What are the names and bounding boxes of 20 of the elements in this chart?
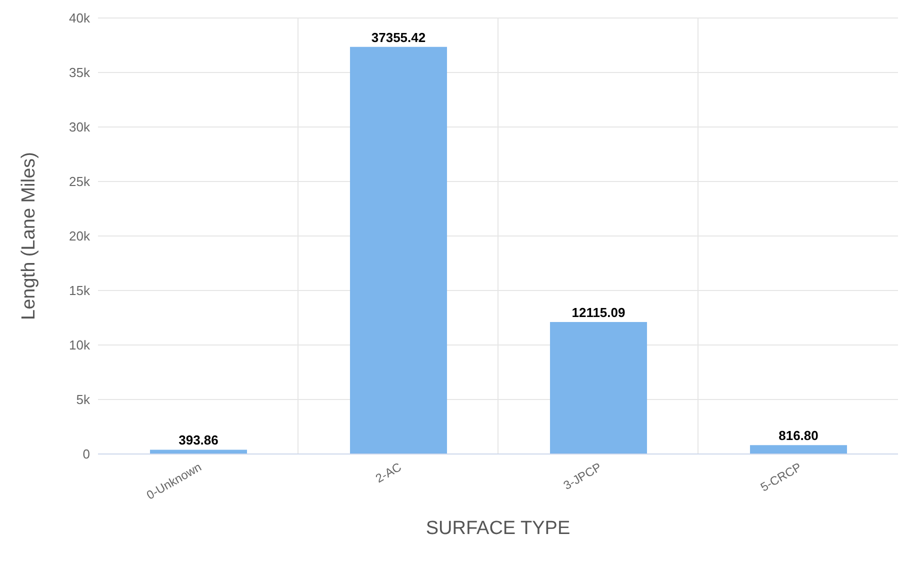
bar	[550, 322, 647, 454]
y-tick-label: 40k	[69, 10, 90, 26]
data-label: 816.80	[778, 428, 818, 444]
y-axis-title: Length (Lane Miles)	[18, 152, 40, 320]
bar	[750, 445, 847, 454]
y-tick-label: 15k	[69, 283, 90, 298]
y-tick-label: 0	[82, 446, 90, 462]
data-label: 37355.42	[371, 30, 426, 45]
x-axis-title: SURFACE TYPE	[426, 518, 570, 539]
y-tick-label: 5k	[76, 392, 90, 408]
data-label: 393.86	[178, 432, 218, 448]
y-tick-label: 35k	[69, 65, 90, 80]
y-tick-label: 20k	[69, 228, 90, 244]
y-tick-label: 30k	[69, 120, 90, 135]
x-tick-label: 2-AC	[373, 460, 404, 486]
bar	[150, 450, 247, 454]
y-tick-label: 10k	[69, 338, 90, 353]
bar	[350, 46, 447, 454]
y-tick-label: 25k	[69, 174, 90, 190]
data-label: 12115.09	[572, 304, 626, 320]
